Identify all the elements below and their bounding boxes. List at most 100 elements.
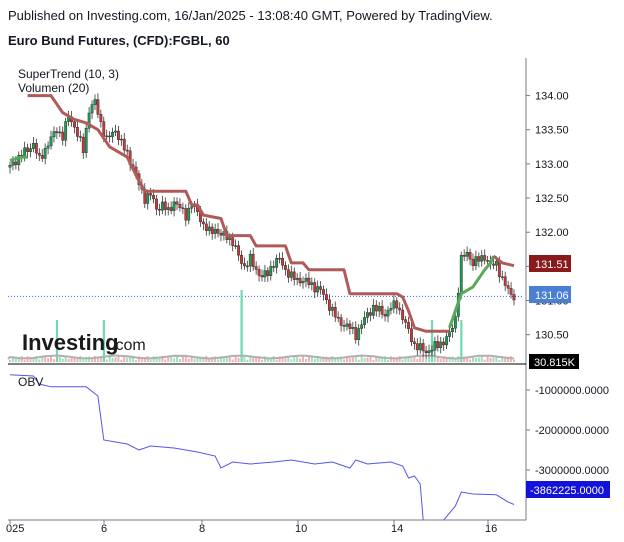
candle-body bbox=[398, 307, 402, 311]
candle-body bbox=[278, 257, 281, 260]
price-candle bbox=[251, 248, 255, 271]
candle-body bbox=[313, 282, 317, 293]
candle-body bbox=[289, 271, 293, 278]
volume-bar bbox=[47, 358, 50, 362]
volume-bar bbox=[155, 357, 158, 362]
price-candle bbox=[357, 324, 361, 346]
candle-body bbox=[207, 226, 211, 231]
volume-bar bbox=[196, 356, 199, 362]
volume-bar bbox=[495, 356, 498, 362]
candle-body bbox=[175, 201, 179, 205]
price-candle bbox=[207, 221, 211, 236]
candle-body bbox=[483, 255, 487, 261]
time-tick-label: 10 bbox=[295, 523, 307, 535]
price-candle bbox=[401, 304, 405, 325]
price-candle bbox=[204, 218, 208, 236]
price-candle bbox=[166, 202, 170, 216]
candle-body bbox=[436, 341, 440, 348]
price-candle bbox=[483, 249, 487, 265]
volume-bar bbox=[258, 356, 261, 362]
price-candle bbox=[310, 277, 314, 291]
volume-bar bbox=[52, 359, 55, 362]
volume-bar bbox=[316, 356, 319, 362]
candle-body bbox=[322, 289, 325, 295]
price-candle bbox=[286, 264, 290, 283]
price-candle bbox=[421, 339, 425, 357]
price-candle bbox=[383, 308, 387, 322]
price-candle bbox=[17, 151, 21, 171]
price-candle bbox=[96, 93, 100, 119]
price-candle bbox=[418, 337, 422, 354]
volume-bar bbox=[38, 359, 41, 362]
supertrend-line bbox=[9, 94, 515, 333]
price-candle bbox=[155, 194, 158, 216]
price-candle bbox=[503, 271, 507, 292]
candle-body bbox=[492, 263, 495, 266]
volume-bar bbox=[111, 357, 114, 362]
candle-body bbox=[184, 208, 188, 221]
volume-bar bbox=[351, 357, 354, 362]
price-candle bbox=[219, 229, 223, 242]
candle-body bbox=[451, 328, 454, 332]
price-candle bbox=[289, 265, 293, 282]
candle-body bbox=[172, 201, 176, 211]
candle-body bbox=[163, 201, 167, 210]
volume-bar bbox=[170, 357, 173, 362]
candle-body bbox=[34, 143, 38, 154]
candle-body bbox=[503, 276, 507, 286]
price-candle bbox=[339, 313, 343, 332]
volume-bar bbox=[199, 356, 202, 362]
candle-body bbox=[427, 350, 431, 354]
volume-ma-line bbox=[7, 354, 515, 360]
candle-body bbox=[366, 312, 369, 318]
price-candle bbox=[292, 267, 296, 286]
candle-body bbox=[155, 198, 158, 210]
price-candle bbox=[213, 223, 217, 239]
candle-body bbox=[81, 136, 85, 153]
candle-body bbox=[266, 270, 270, 276]
volume-bar bbox=[181, 356, 184, 362]
candle-body bbox=[395, 300, 399, 309]
volume-bar bbox=[343, 359, 346, 362]
candle-body bbox=[73, 121, 76, 128]
price-candle bbox=[360, 319, 364, 335]
candle-body bbox=[49, 136, 53, 147]
candle-body bbox=[245, 265, 249, 268]
candle-body bbox=[213, 228, 217, 234]
volume-bar bbox=[9, 360, 11, 362]
volume-bar bbox=[381, 357, 384, 362]
candle-body bbox=[181, 207, 185, 210]
volume-bar bbox=[504, 357, 507, 362]
price-candle bbox=[392, 295, 396, 314]
candle-body bbox=[433, 341, 437, 351]
volume-bar bbox=[152, 356, 155, 362]
price-candles bbox=[8, 93, 516, 359]
volume-bar bbox=[35, 356, 38, 362]
candle-body bbox=[269, 266, 273, 276]
candle-body bbox=[465, 252, 469, 257]
volume-bar bbox=[348, 358, 351, 362]
candle-body bbox=[495, 260, 498, 266]
volume-bar bbox=[345, 356, 348, 362]
price-candle bbox=[26, 143, 29, 158]
volume-bar bbox=[360, 356, 363, 362]
volume-bar bbox=[96, 358, 99, 362]
price-candle bbox=[75, 121, 79, 142]
symbol-title: Euro Bund Futures, (CFD):FGBL, 60 bbox=[8, 33, 230, 48]
volume-bar bbox=[117, 356, 120, 362]
price-candle bbox=[240, 250, 243, 270]
volume-bar bbox=[255, 357, 258, 362]
candle-body bbox=[254, 266, 258, 270]
price-candle bbox=[90, 100, 94, 120]
price-candle bbox=[8, 161, 12, 174]
price-candle bbox=[307, 271, 311, 289]
candle-body bbox=[178, 203, 182, 209]
candle-body bbox=[43, 148, 47, 159]
price-candle bbox=[210, 223, 214, 240]
volume-bar bbox=[319, 358, 322, 362]
candle-body bbox=[363, 317, 366, 326]
volume-bar bbox=[354, 356, 357, 362]
obv-value: -3862225.0000 bbox=[530, 485, 604, 497]
volume-bar bbox=[132, 356, 135, 362]
